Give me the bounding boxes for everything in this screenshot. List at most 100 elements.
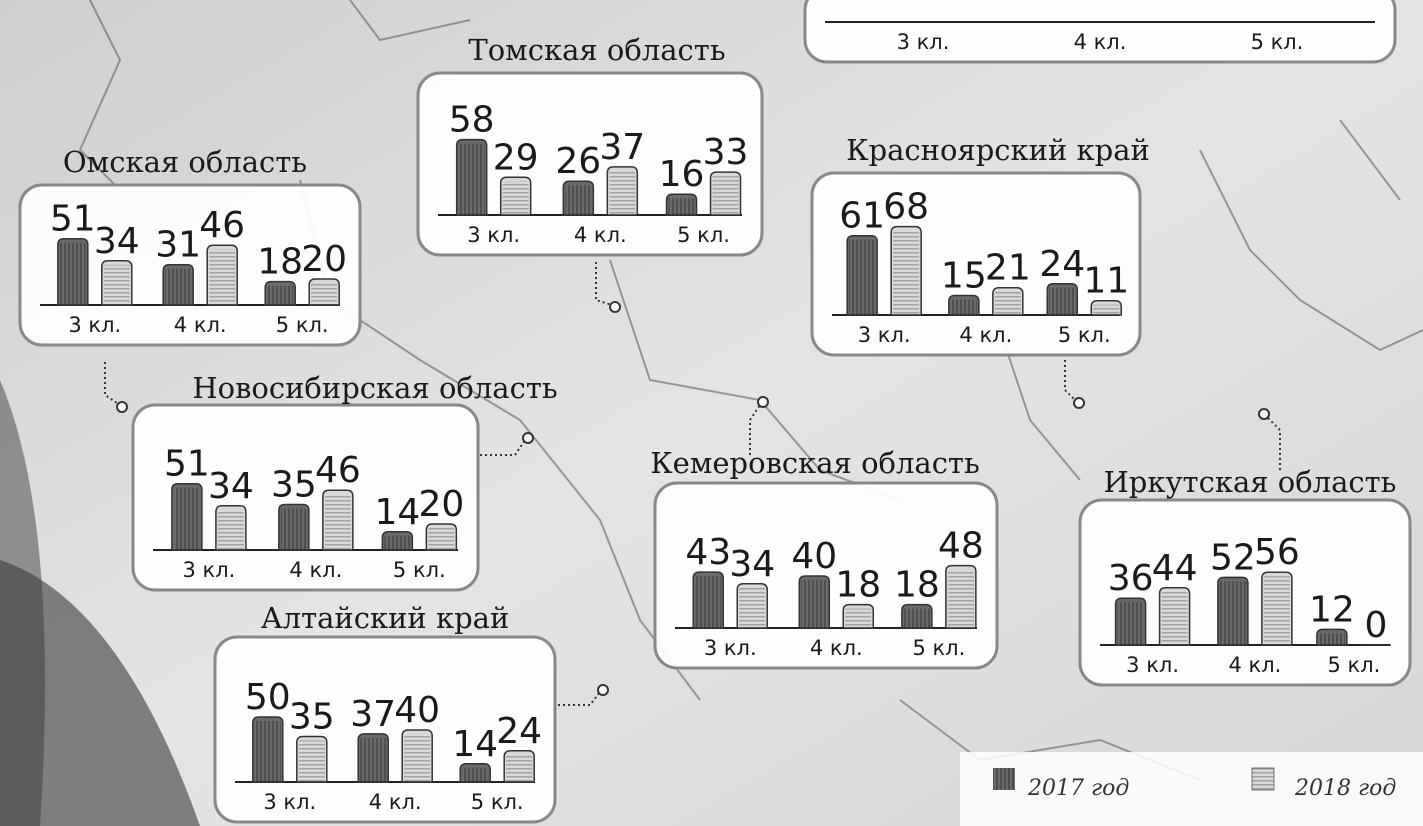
legend-label: 2017 год — [1027, 776, 1129, 801]
x-tick-label: 5 кл. — [1251, 30, 1304, 54]
bar-texture — [1118, 602, 1144, 645]
connector-dot — [598, 685, 608, 695]
bar-texture — [801, 580, 827, 628]
bar-texture — [849, 240, 875, 315]
data-label: 24 — [1039, 244, 1085, 285]
bar-texture — [428, 528, 454, 550]
x-tick-label: 3 кл. — [182, 558, 235, 582]
legend-swatch-texture — [1252, 768, 1274, 790]
x-tick-label: 3 кл. — [704, 636, 757, 660]
x-tick-label: 3 кл. — [68, 313, 121, 337]
x-tick-label: 4 кл. — [1228, 653, 1281, 677]
data-label: 40 — [394, 690, 440, 731]
bar-texture — [1093, 305, 1119, 315]
data-label: 34 — [729, 544, 775, 585]
data-label: 20 — [418, 484, 464, 525]
bar-texture — [1264, 576, 1290, 645]
legend-label: 2018 год — [1294, 776, 1396, 801]
data-label: 16 — [659, 154, 705, 195]
connector-dot — [610, 302, 620, 312]
x-tick-label: 3 кл. — [467, 223, 520, 247]
bar-texture — [404, 734, 430, 782]
x-tick-label: 5 кл. — [1058, 323, 1111, 347]
bar-texture — [506, 755, 532, 782]
data-label: 14 — [374, 492, 420, 533]
bar-texture — [713, 176, 739, 215]
connector-dot — [1074, 398, 1084, 408]
data-label: 0 — [1364, 605, 1387, 646]
x-tick-label: 3 кл. — [263, 790, 316, 814]
data-label: 34 — [94, 221, 140, 262]
bar-texture — [325, 494, 351, 550]
data-label: 40 — [791, 536, 837, 577]
x-tick-label: 5 кл. — [677, 223, 730, 247]
x-tick-label: 4 кл. — [174, 313, 227, 337]
bar-texture — [1049, 288, 1075, 315]
data-label: 52 — [1210, 537, 1256, 578]
chart-title: Кемеровская область — [650, 446, 980, 480]
bar-texture — [311, 283, 337, 305]
bar-texture — [281, 509, 307, 551]
bar-texture — [299, 741, 325, 783]
legend-swatch-texture — [993, 768, 1015, 790]
chart-title: Омская область — [63, 145, 307, 179]
x-tick-label: 5 кл. — [393, 558, 446, 582]
x-tick-label: 4 кл. — [289, 558, 342, 582]
bar-texture — [104, 265, 130, 305]
data-label: 48 — [938, 526, 984, 567]
data-label: 51 — [164, 444, 210, 485]
x-tick-label: 5 кл. — [912, 636, 965, 660]
bar-texture — [384, 536, 410, 550]
data-label: 56 — [1254, 532, 1300, 573]
data-label: 33 — [703, 132, 749, 173]
data-label: 37 — [350, 694, 396, 735]
bar-texture — [1220, 581, 1246, 645]
data-label: 58 — [449, 100, 495, 141]
chart-title: Красноярский край — [846, 133, 1150, 167]
x-tick-label: 4 кл. — [369, 790, 422, 814]
bar-texture — [174, 488, 200, 550]
data-label: 24 — [496, 711, 542, 752]
data-label: 50 — [245, 677, 291, 718]
bar-texture — [459, 144, 485, 215]
data-label: 18 — [257, 242, 303, 283]
data-label: 34 — [208, 466, 254, 507]
data-label: 61 — [839, 196, 885, 237]
bar-texture — [209, 249, 235, 305]
data-label: 14 — [452, 724, 498, 765]
data-label: 51 — [50, 199, 96, 240]
x-tick-label: 5 кл. — [471, 790, 524, 814]
data-label: 18 — [894, 565, 940, 606]
x-tick-label: 5 кл. — [1327, 653, 1380, 677]
x-tick-label: 5 кл. — [276, 313, 329, 337]
data-label: 43 — [685, 532, 731, 573]
data-label: 18 — [835, 565, 881, 606]
data-label: 35 — [271, 465, 317, 506]
data-label: 11 — [1083, 261, 1129, 302]
data-label: 31 — [155, 225, 201, 266]
x-tick-label: 3 кл. — [1126, 653, 1179, 677]
connector-dot — [1259, 409, 1269, 419]
bar-texture — [948, 570, 974, 628]
data-label: 29 — [493, 137, 539, 178]
x-tick-label: 4 кл. — [1074, 30, 1127, 54]
chart-title: Алтайский край — [261, 601, 510, 635]
data-label: 44 — [1152, 548, 1198, 589]
data-label: 35 — [289, 697, 335, 738]
data-label: 46 — [199, 205, 245, 246]
data-label: 15 — [941, 256, 987, 297]
data-label: 20 — [301, 239, 347, 280]
connector-dot — [117, 402, 127, 412]
chart: 2017 год 2018 год 3 кл.4 кл.5 кл.Томская… — [0, 0, 1423, 826]
bar-texture — [669, 198, 695, 215]
data-label: 46 — [315, 450, 361, 491]
x-tick-label: 3 кл. — [858, 323, 911, 347]
bar-texture — [609, 171, 635, 215]
bar-texture — [951, 300, 977, 316]
bar-texture — [267, 286, 293, 305]
bar-texture — [695, 576, 721, 628]
data-label: 21 — [985, 248, 1031, 289]
page: 2017 год 2018 год 3 кл.4 кл.5 кл.Томская… — [0, 0, 1423, 826]
bar-texture — [218, 510, 244, 550]
x-tick-label: 4 кл. — [959, 323, 1012, 347]
